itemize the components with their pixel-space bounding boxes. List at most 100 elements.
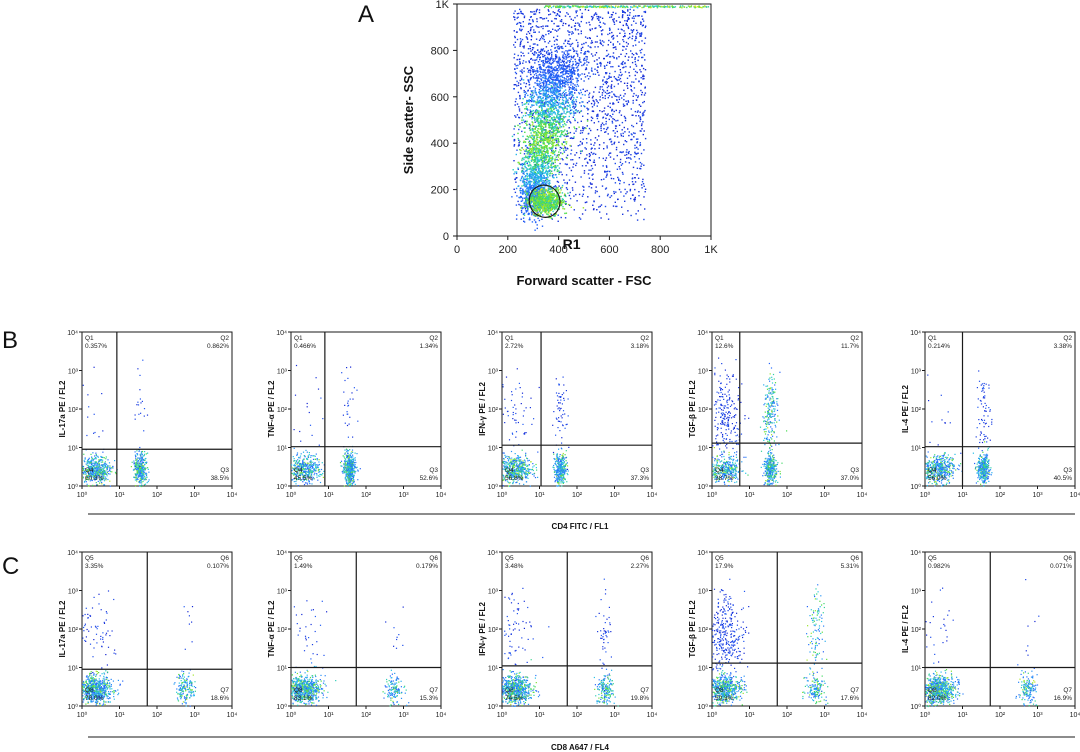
panel-a-event (593, 102, 596, 104)
panel-a-event (543, 112, 545, 114)
panel-a-event (523, 171, 525, 173)
panel-a-event (615, 191, 617, 193)
panel-a-event (543, 197, 545, 199)
panel-a-event (539, 204, 541, 206)
panel-a-event (631, 31, 633, 34)
panel-a-event (540, 87, 542, 89)
panel-a-event (557, 89, 559, 91)
panel-a-event (572, 106, 574, 108)
panel-a-event (539, 210, 541, 213)
panel-a-event (554, 208, 556, 211)
panel-a-event (574, 73, 576, 75)
panel-a-event (551, 166, 553, 168)
panel-a-event (574, 16, 576, 19)
panel-a-event (590, 183, 592, 185)
panel-a-event (525, 156, 527, 159)
panel-a-event (552, 58, 555, 60)
panel-a-event (528, 175, 530, 177)
panel-a-event (544, 89, 547, 91)
panel-a-event (540, 165, 542, 168)
panel-a-event (627, 43, 629, 45)
panel-a-event (527, 149, 530, 152)
panel-a-event (536, 84, 539, 86)
panel-a-event (516, 85, 518, 87)
panel-a-event (609, 16, 611, 19)
panel-a-event (545, 96, 547, 98)
panel-a-event (533, 86, 535, 88)
panel-a-event (635, 35, 637, 38)
panel-a-event (549, 60, 551, 62)
panel-a-event (544, 58, 547, 60)
panel-a-event (523, 204, 525, 206)
panel-a-event (540, 179, 542, 181)
panel-a-event (519, 43, 522, 45)
panel-a-event (521, 119, 523, 121)
panel-a-event (547, 203, 549, 205)
panel-a-event (513, 140, 515, 142)
panel-a-event (621, 163, 624, 165)
panel-a-event (603, 57, 605, 60)
panel-a-event (529, 219, 531, 221)
panel-a-event (538, 110, 540, 112)
panel-a-event (565, 66, 568, 68)
panel-a-event (563, 201, 565, 203)
panel-a-event (522, 119, 525, 121)
panel-a-event (631, 181, 634, 183)
panel-a-event (603, 41, 605, 43)
panel-a-event (563, 77, 565, 79)
panel-a-event (527, 213, 529, 215)
panel-a-event (523, 127, 525, 129)
panel-a-event (557, 113, 559, 115)
panel-a-event (593, 60, 596, 62)
panel-a-event (590, 116, 593, 118)
panel-a-event (567, 42, 569, 45)
panel-a-event (581, 15, 583, 17)
panel-a-event (529, 143, 531, 145)
panel-a-event (596, 209, 598, 211)
panel-a-event (532, 76, 534, 78)
panel-a-event (571, 91, 573, 94)
panel-a-event (642, 183, 645, 185)
panel-a-event (586, 56, 588, 58)
panel-a-event (551, 148, 554, 150)
panel-a-event (571, 101, 574, 104)
panel-a-event (547, 77, 550, 80)
panel-a-event (567, 105, 570, 107)
panel-a-event (624, 62, 626, 64)
panel-a-event (531, 193, 534, 196)
panel-a-event (520, 163, 522, 166)
panel-a-event (566, 70, 568, 72)
panel-a-event (531, 104, 533, 106)
panel-a-event (518, 143, 520, 146)
panel-a-event (558, 119, 561, 121)
panel-a-event (514, 35, 516, 38)
panel-a-event (590, 169, 592, 171)
panel-a-event (533, 54, 535, 56)
panel-a-event (622, 60, 624, 63)
panel-a-event (540, 156, 543, 158)
panel-a-event (532, 147, 534, 149)
panel-a-event (614, 162, 616, 165)
panel-a-event (607, 33, 609, 36)
panel-a-event (564, 15, 567, 17)
panel-a-event (583, 59, 585, 62)
panel-a-event (566, 108, 568, 111)
panel-a-event (562, 61, 565, 64)
panel-a-event (533, 170, 535, 172)
panel-a-event (560, 201, 562, 204)
panel-a-event (568, 68, 571, 70)
panel-a-event (560, 102, 562, 104)
panel-a-event (531, 128, 533, 130)
panel-a-event (527, 200, 529, 202)
panel-a-event (606, 78, 608, 80)
panel-a-event (582, 207, 585, 209)
panel-a-event (531, 205, 534, 207)
panel-a-event (537, 147, 539, 150)
panel-a-event (574, 89, 576, 91)
panel-a-event (541, 122, 543, 124)
panel-a-event (533, 202, 535, 204)
panel-a-event (534, 43, 536, 45)
panel-a-event (635, 94, 637, 97)
panel-a-event (532, 70, 534, 72)
panel-a-event (637, 210, 639, 212)
